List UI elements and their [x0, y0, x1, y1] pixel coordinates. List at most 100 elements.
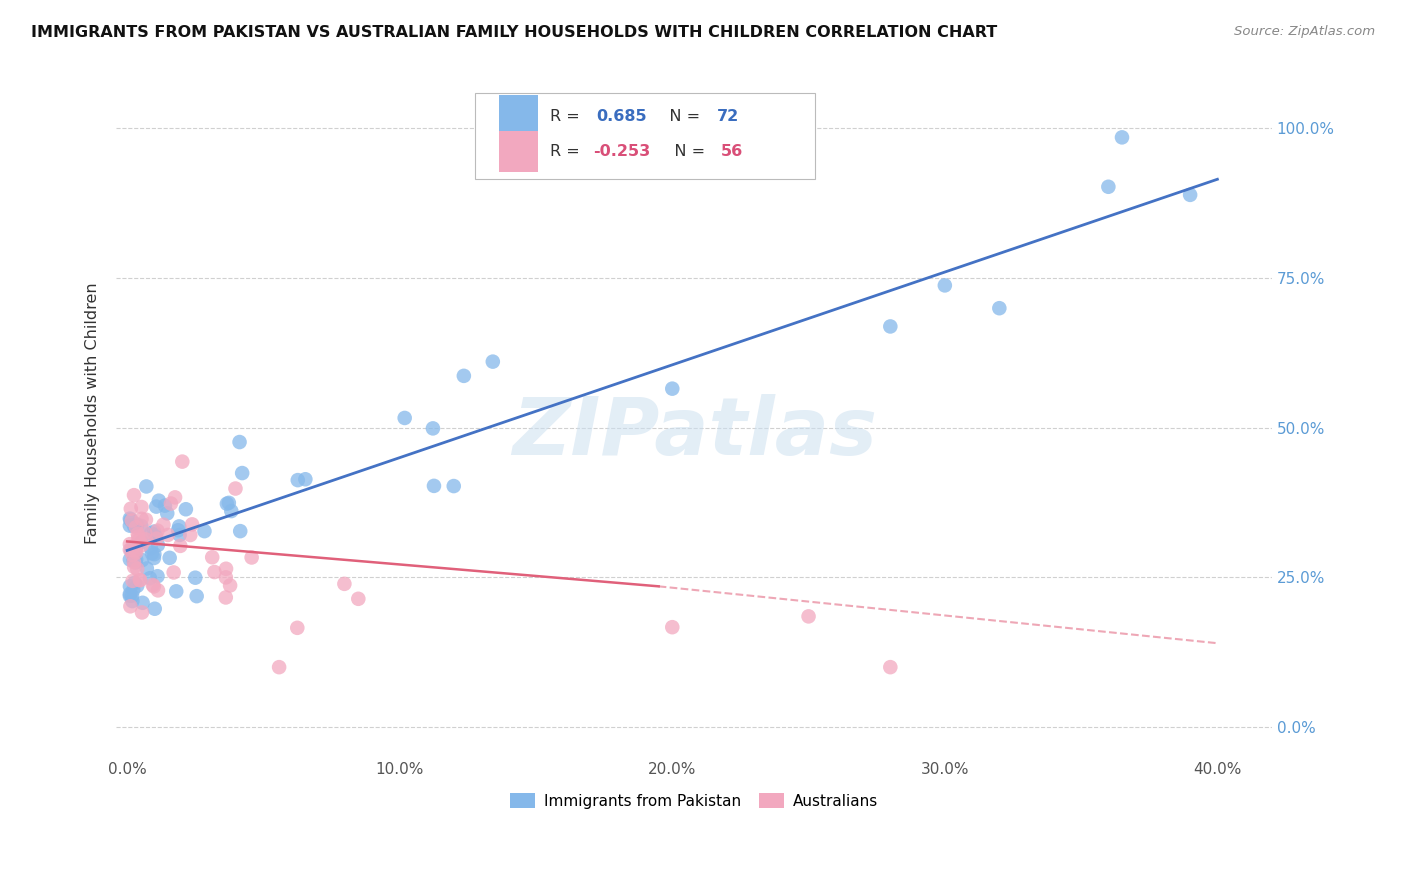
Text: R =: R =: [550, 109, 589, 123]
Point: [146, 524, 169, 538]
Point: [394, 411, 416, 425]
Point: [156, 507, 179, 521]
Text: 0.685: 0.685: [596, 109, 647, 123]
FancyBboxPatch shape: [499, 95, 538, 136]
Point: [118, 552, 141, 566]
Point: [120, 513, 142, 527]
Point: [121, 548, 143, 562]
Point: [443, 479, 465, 493]
Point: [122, 488, 145, 502]
Point: [240, 550, 263, 565]
Point: [135, 479, 157, 493]
Point: [120, 543, 142, 558]
Point: [159, 550, 181, 565]
Text: R =: R =: [550, 145, 585, 159]
Point: [121, 574, 143, 588]
Point: [131, 512, 153, 526]
Point: [347, 591, 370, 606]
Point: [229, 524, 252, 538]
Point: [165, 491, 187, 505]
Point: [127, 530, 149, 544]
Point: [423, 479, 446, 493]
Point: [125, 520, 148, 534]
Point: [118, 542, 141, 557]
Point: [219, 578, 242, 592]
Point: [228, 435, 250, 450]
Point: [118, 518, 141, 533]
Text: -0.253: -0.253: [593, 145, 651, 159]
Point: [143, 524, 166, 539]
Legend: Immigrants from Pakistan, Australians: Immigrants from Pakistan, Australians: [503, 787, 884, 814]
Point: [661, 620, 683, 634]
Point: [122, 519, 145, 533]
Point: [125, 552, 148, 566]
Point: [135, 533, 157, 547]
Point: [181, 517, 204, 532]
Point: [121, 594, 143, 608]
Point: [122, 540, 145, 554]
Point: [118, 511, 141, 525]
Point: [285, 621, 308, 635]
Text: ZIPatlas: ZIPatlas: [512, 394, 876, 473]
Point: [224, 482, 246, 496]
Point: [129, 519, 152, 533]
Point: [934, 278, 956, 293]
Point: [122, 555, 145, 569]
Point: [139, 526, 162, 541]
Point: [453, 368, 475, 383]
Point: [120, 501, 142, 516]
Point: [131, 538, 153, 552]
Point: [186, 589, 208, 603]
Point: [118, 587, 141, 601]
Point: [148, 493, 170, 508]
Point: [124, 541, 146, 555]
Point: [204, 565, 226, 579]
Point: [172, 455, 194, 469]
Point: [269, 660, 291, 674]
Point: [143, 547, 166, 561]
Point: [129, 573, 152, 587]
Point: [141, 546, 163, 560]
Point: [131, 596, 153, 610]
Point: [124, 543, 146, 558]
Point: [127, 579, 149, 593]
Text: N =: N =: [659, 145, 710, 159]
Point: [167, 523, 190, 537]
Point: [146, 583, 169, 598]
Point: [128, 533, 150, 547]
Point: [120, 599, 142, 614]
Text: 56: 56: [721, 145, 742, 159]
Text: N =: N =: [654, 109, 704, 123]
Point: [143, 528, 166, 542]
Point: [143, 601, 166, 615]
Point: [122, 554, 145, 568]
Point: [1111, 130, 1133, 145]
Point: [125, 545, 148, 559]
Text: Source: ZipAtlas.com: Source: ZipAtlas.com: [1234, 25, 1375, 38]
Point: [163, 566, 186, 580]
Point: [169, 528, 191, 542]
Point: [131, 500, 153, 514]
Point: [142, 578, 165, 592]
Point: [482, 354, 505, 368]
Point: [1178, 187, 1201, 202]
Point: [661, 382, 683, 396]
Point: [215, 591, 238, 605]
Point: [146, 538, 169, 552]
Point: [201, 550, 224, 565]
Point: [193, 524, 215, 538]
Point: [879, 660, 901, 674]
Point: [879, 319, 901, 334]
Point: [174, 502, 197, 516]
Point: [1097, 179, 1119, 194]
Point: [131, 606, 153, 620]
Point: [333, 577, 356, 591]
Point: [131, 535, 153, 549]
Point: [215, 497, 238, 511]
Point: [127, 562, 149, 576]
FancyBboxPatch shape: [499, 131, 538, 171]
Point: [121, 589, 143, 603]
Point: [131, 553, 153, 567]
Point: [294, 472, 316, 486]
Point: [169, 539, 191, 553]
